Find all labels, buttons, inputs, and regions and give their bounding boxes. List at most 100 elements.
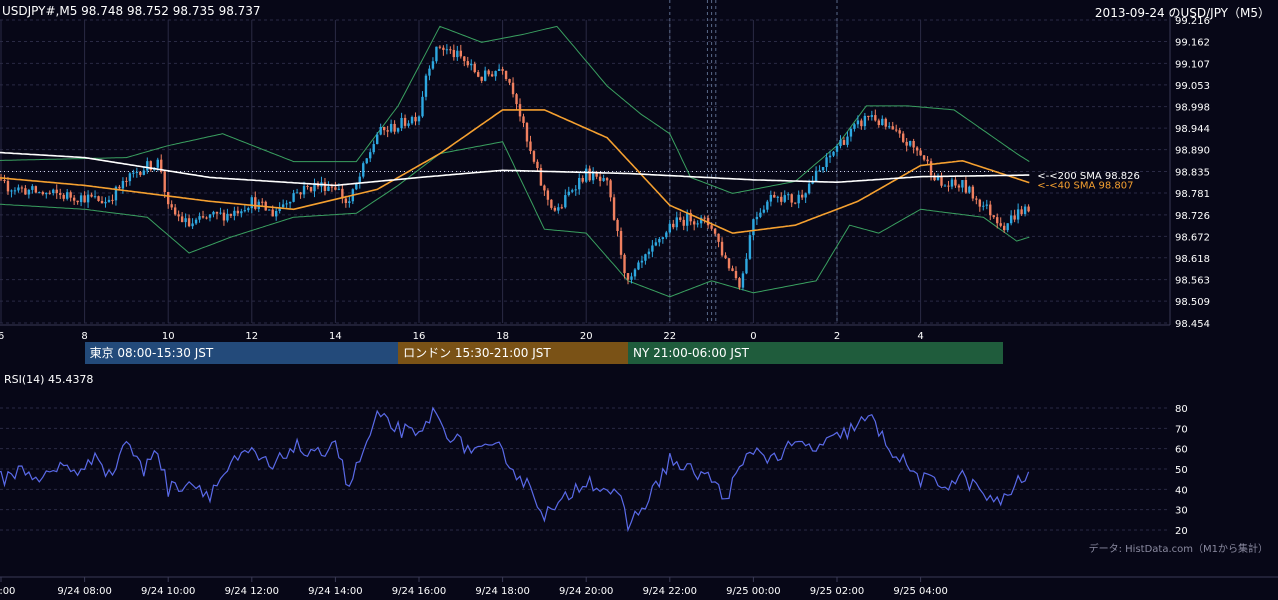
candle-body [1006,223,1009,231]
candle-body [191,223,194,227]
candle-body [10,190,13,192]
candle-body [943,185,947,187]
candle-body [936,175,940,181]
candle-body [170,204,173,208]
candle-body [762,209,766,213]
candle-body [163,171,166,193]
candle-body [766,201,769,210]
candle-body [975,198,978,200]
candle-body [20,187,24,189]
candle-body [334,187,337,190]
candle-body [985,204,988,206]
candle-body [93,196,97,198]
candle-body [226,213,229,221]
candle-body [640,260,644,263]
session-newyork: NY 21:00-06:00 JST [628,342,1003,364]
candle-body [72,197,76,201]
candle-body [720,241,724,256]
rsi-time-label: 9/25 00:00 [726,586,780,597]
candle-body [692,221,696,225]
candle-body [529,141,532,152]
candle-body [1013,215,1016,220]
rsi-tick-label: 30 [1175,506,1188,517]
candle-body [459,50,462,57]
candle-body [114,186,118,201]
candle-body [588,168,591,181]
candle-body [194,219,198,224]
candle-body [947,185,950,187]
candle-body [686,213,689,226]
candle-body [571,190,574,192]
candle-body [821,167,825,171]
candle-body [205,217,208,219]
candle-body [842,140,846,145]
candle-body [982,205,985,207]
rsi-time-label: 9/24 22:00 [643,586,697,597]
candle-body [222,212,226,221]
rsi-time-label: 9/25 02:00 [810,586,864,597]
candle-body [717,233,720,242]
price-tick-label: 98.509 [1175,297,1210,308]
candle-body [299,192,302,195]
rsi-time-label: 9/25 04:00 [893,586,947,597]
candle-body [470,63,473,66]
sma40-annotation: <-<40 SMA 98.807 [1037,181,1133,192]
candle-body [382,127,386,131]
bollinger-upper-line [0,25,1030,194]
candle-body [553,207,557,211]
candle-body [0,179,3,181]
candle-body [839,140,842,147]
candle-body [142,170,146,175]
candle-body [846,136,849,145]
price-tick-label: 99.216 [1175,16,1210,27]
time-tick-label: 16 [413,331,426,342]
candle-body [501,69,504,71]
candle-body [996,217,999,224]
candle-body [508,78,511,83]
candle-body [773,194,776,198]
candle-body [898,130,901,134]
rsi-tick-label: 20 [1175,526,1188,537]
candle-body [731,268,734,271]
candle-body [661,237,665,239]
price-tick-label: 99.162 [1175,37,1210,48]
candle-body [800,194,804,198]
candle-body [494,70,497,77]
candle-body [811,181,814,184]
candle-body [957,185,961,188]
candle-body [281,204,285,208]
candle-body [149,161,152,170]
candle-body [901,133,905,142]
price-tick-label: 98.890 [1175,146,1210,157]
candle-body [6,181,10,192]
candle-body [926,159,929,162]
candle-body [567,191,570,196]
candle-body [623,254,626,274]
time-tick-label: 4 [917,331,923,342]
session-london: ロンドン 15:30-21:00 JST [398,342,628,364]
candle-body [776,196,779,198]
bollinger-lower-line [0,141,1030,298]
price-tick-label: 98.672 [1175,232,1210,243]
candle-body [713,228,717,234]
candle-body [689,213,692,222]
candle-body [34,186,38,193]
candle-body [1027,206,1030,212]
candle-body [595,172,598,177]
candle-body [888,126,891,128]
candle-body [804,193,807,198]
candle-body [386,130,389,132]
sma40-line [0,109,1030,234]
candle-body [682,219,685,226]
candle-body [483,70,487,81]
candle-body [511,82,515,95]
candle-body [968,186,971,193]
candle-body [69,192,72,198]
candle-body [550,199,553,208]
time-tick-label: 8 [81,331,87,342]
candle-body [825,157,828,168]
candle-body [605,178,609,181]
candle-body [497,69,501,71]
candle-body [543,185,546,191]
